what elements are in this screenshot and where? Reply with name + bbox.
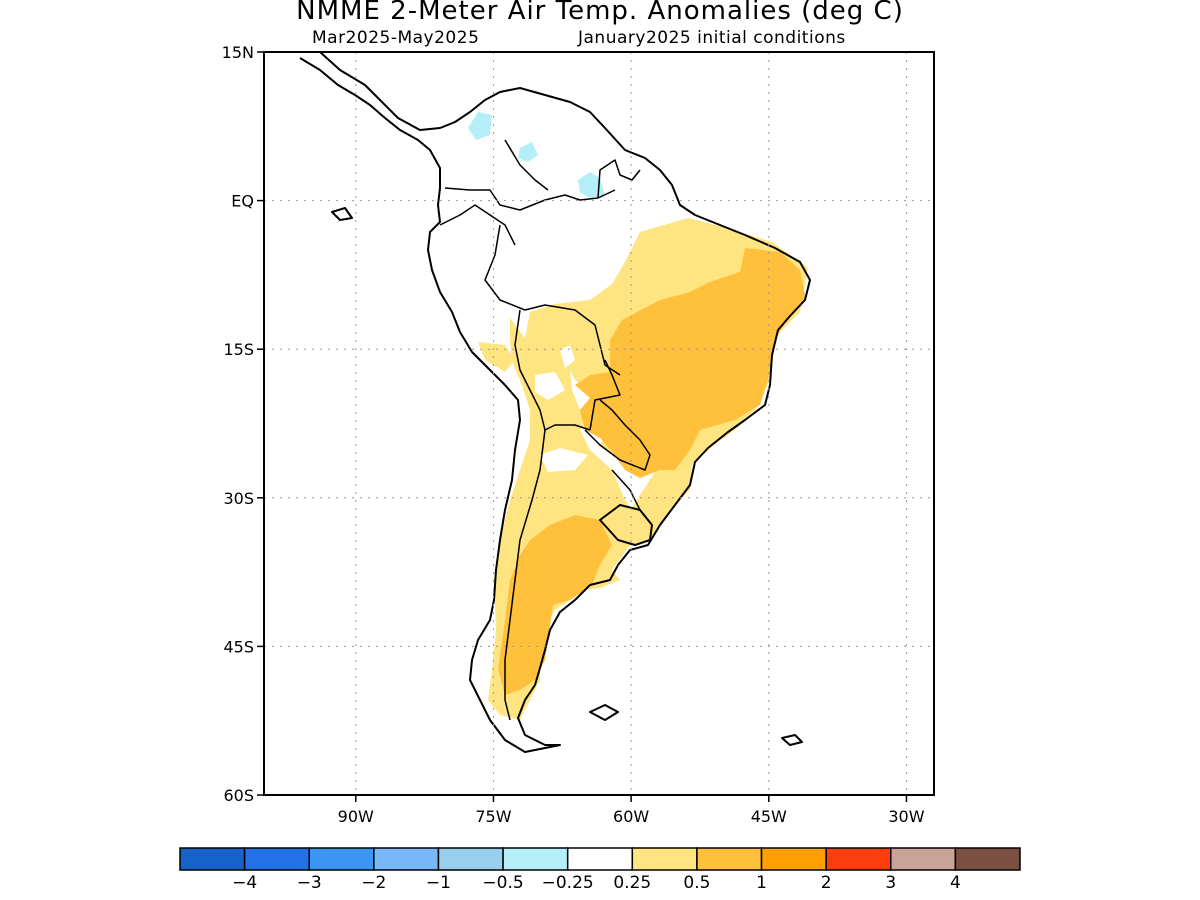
lat-tick-label: 15N [222, 43, 254, 62]
anomaly-0.5-1-region [498, 248, 806, 695]
map-frame [263, 51, 935, 796]
colorbar-label: 3 [885, 873, 896, 893]
coastlines [299, 52, 811, 753]
colorbar-label: 4 [950, 873, 961, 893]
colorbar-swatch [566, 847, 634, 871]
map-axes: 15N EQ 15S 30S 45S 60S 90W 75W 60W 45W 30W [222, 43, 925, 826]
colorbar-label: −2 [361, 873, 386, 893]
colorbar: −4 −3 −2 −1 −0.5 −0.25 0.25 0.5 1 2 3 4 [179, 847, 1021, 893]
colorbar-label: 0.25 [613, 873, 651, 893]
colorbar-swatch [308, 847, 375, 871]
lat-tick-label: 30S [223, 489, 254, 508]
colorbar-swatch [825, 847, 892, 871]
lon-tick-label: 60W [613, 807, 649, 826]
colorbar-swatch [179, 847, 246, 871]
colorbar-swatch [696, 847, 763, 871]
colorbar-swatch [954, 847, 1021, 871]
lon-tick-label: 30W [888, 807, 924, 826]
colorbar-swatch [243, 847, 310, 871]
colorbar-label: 2 [821, 873, 832, 893]
colorbar-swatch [502, 847, 569, 871]
colorbar-label: 1 [756, 873, 767, 893]
colorbar-swatch [631, 847, 698, 871]
lat-tick-label: EQ [231, 192, 254, 211]
lon-tick-label: 75W [475, 807, 511, 826]
colorbar-label: −3 [297, 873, 322, 893]
map-title: NMME 2-Meter Air Temp. Anomalies (deg C) [296, 0, 904, 26]
colorbar-swatch [890, 847, 957, 871]
colorbar-swatch [437, 847, 504, 871]
anomaly-neg-0.25-0.5-region [468, 112, 605, 198]
forecast-period: Mar2025-May2025 [312, 28, 480, 48]
country-borders [439, 139, 651, 721]
colorbar-label: −0.25 [542, 873, 594, 893]
colorbar-label: −4 [232, 873, 257, 893]
initial-conditions: January2025 initial conditions [578, 28, 846, 48]
colorbar-swatch [760, 847, 827, 871]
lat-tick-label: 15S [223, 340, 254, 359]
lon-tick-label: 45W [751, 807, 787, 826]
colorbar-label: 0.5 [683, 873, 710, 893]
colorbar-label: −0.5 [482, 873, 523, 893]
colorbar-label: −1 [426, 873, 451, 893]
lat-tick-label: 60S [223, 786, 254, 805]
colorbar-swatch [373, 847, 440, 871]
lon-tick-label: 90W [338, 807, 374, 826]
lat-tick-label: 45S [223, 637, 254, 656]
